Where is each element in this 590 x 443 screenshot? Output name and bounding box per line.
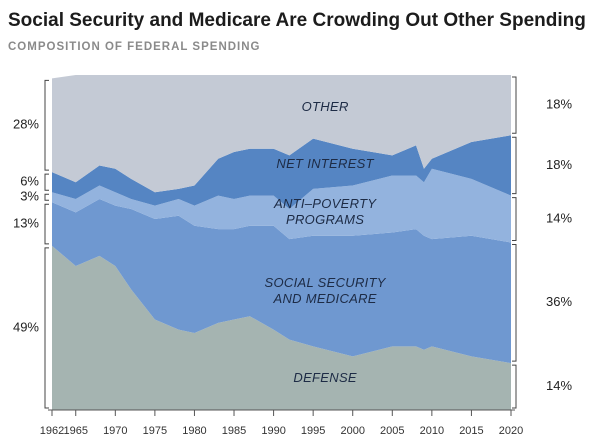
value-label: 18%	[546, 157, 572, 172]
value-label: 49%	[13, 319, 39, 334]
bracket	[44, 203, 49, 245]
x-tick-label: 1965	[63, 425, 87, 437]
chart-title: Social Security and Medicare Are Crowdin…	[8, 10, 586, 31]
area	[52, 245, 511, 410]
value-label: 36%	[546, 294, 572, 309]
x-tick-label: 2020	[499, 425, 523, 437]
value-label: 18%	[546, 97, 572, 112]
area	[52, 168, 511, 243]
value-label: 13%	[13, 216, 39, 231]
bracket	[44, 247, 49, 409]
bracket	[512, 364, 517, 409]
chart-subtitle: COMPOSITION OF FEDERAL SPENDING	[8, 41, 261, 53]
bracket	[44, 173, 49, 191]
area-label: ANTI–POVERTY PROGRAMS	[273, 196, 377, 228]
x-tick-label: 1995	[301, 425, 325, 437]
area-label: SOCIAL SECURITY AND MEDICARE	[264, 275, 386, 307]
area-label: DEFENSE	[293, 370, 357, 386]
bracket	[512, 136, 517, 195]
value-label: 3%	[20, 189, 39, 204]
value-label: 6%	[20, 174, 39, 189]
area	[52, 198, 511, 364]
value-label: 14%	[546, 378, 572, 393]
area-label: NET INTEREST	[276, 155, 374, 171]
bracket	[512, 197, 517, 241]
x-tick-label: 1990	[261, 425, 285, 437]
bracket	[44, 193, 49, 201]
bracket	[512, 244, 517, 362]
area	[52, 75, 511, 193]
x-tick-label: 2000	[340, 425, 364, 437]
value-label: 28%	[13, 117, 39, 132]
x-tick-label: 1962	[40, 425, 64, 437]
area-label: OTHER	[301, 98, 349, 114]
x-tick-label: 2015	[459, 425, 483, 437]
x-tick-label: 2005	[380, 425, 404, 437]
x-tick-label: 1970	[103, 425, 127, 437]
value-label: 14%	[546, 210, 572, 225]
x-tick-label: 1985	[222, 425, 246, 437]
x-tick-label: 2010	[420, 425, 444, 437]
x-tick-label: 1975	[143, 425, 167, 437]
bracket	[44, 79, 49, 171]
bracket	[512, 76, 517, 134]
x-tick-label: 1980	[182, 425, 206, 437]
